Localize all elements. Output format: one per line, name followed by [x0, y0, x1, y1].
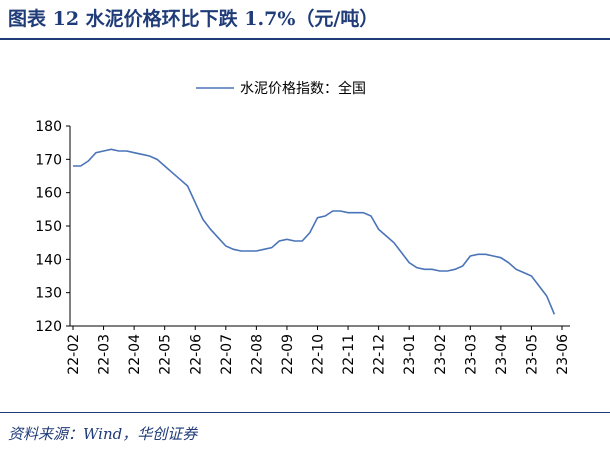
- line: [73, 148, 556, 315]
- x-tick-label: 22-03: [97, 334, 113, 375]
- x-tick-label: 22-06: [188, 334, 204, 375]
- x-tick-label: 22-02: [66, 334, 82, 375]
- x-tick-label: 23-04: [494, 334, 510, 375]
- x-tick-label: 22-04: [127, 334, 143, 375]
- x-tick-label: 22-11: [341, 334, 357, 375]
- x-tick-label: 22-10: [311, 334, 327, 375]
- x-tick-label: 22-12: [372, 334, 388, 375]
- x-tick-label: 22-07: [219, 334, 235, 375]
- x-tick-label: 23-01: [402, 334, 418, 375]
- x-tick-label: 22-09: [280, 334, 296, 375]
- y-tick-label: 160: [35, 186, 62, 202]
- y-tick-label: 180: [35, 119, 62, 135]
- x-tick-label: 22-05: [158, 334, 174, 375]
- legend-label: 水泥价格指数：全国: [240, 80, 366, 97]
- rule: [0, 38, 610, 40]
- title: 图表 12 水泥价格环比下跌 1.7%（元/吨）: [8, 8, 379, 30]
- x-tick-label: 23-06: [555, 334, 571, 375]
- y-tick-label: 150: [35, 219, 62, 235]
- y-tick-label: 140: [35, 252, 62, 268]
- y-tick-label: 170: [35, 152, 62, 168]
- x-tick-label: 22-08: [249, 334, 265, 375]
- x-tick-label: 23-03: [463, 334, 479, 375]
- x-tick-label: 23-02: [433, 334, 449, 375]
- source: 资料来源：Wind，华创证券: [8, 425, 198, 443]
- rule: [0, 412, 610, 413]
- y-tick-label: 130: [35, 286, 62, 302]
- y-tick-label: 120: [35, 319, 62, 335]
- x-tick-label: 23-05: [524, 334, 540, 375]
